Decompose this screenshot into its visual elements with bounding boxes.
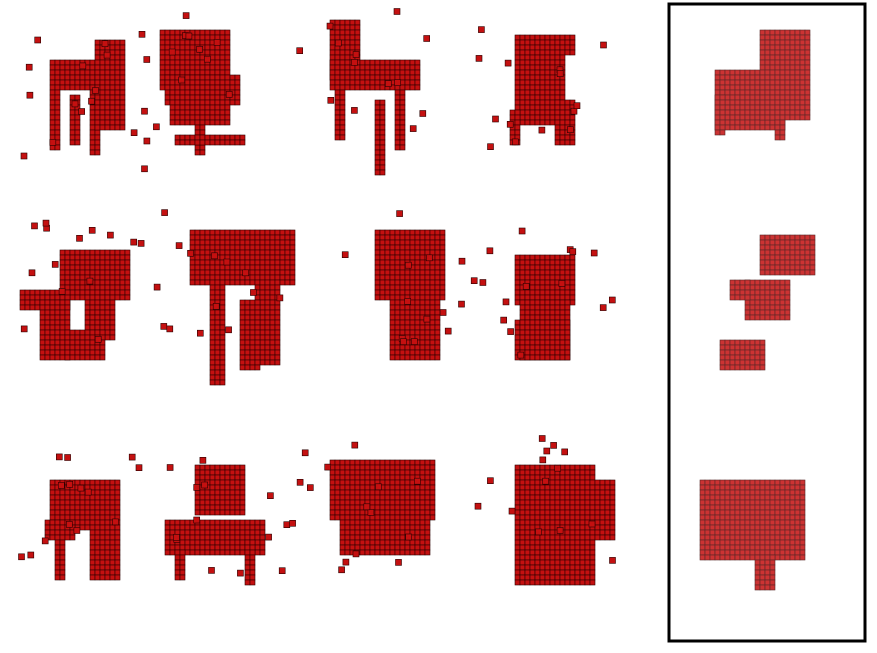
voxel-shape-r3c1 (18, 453, 143, 581)
voxel-shape-r2c2 (153, 209, 296, 386)
voxel-shape-r2c4 (479, 227, 616, 361)
voxel-chair-grid (18, 8, 616, 586)
voxel-shape-r1c4 (475, 26, 607, 150)
side-shape-p3 (699, 479, 806, 591)
side-panel-frame (667, 2, 867, 643)
voxel-shape-r1c3 (296, 8, 431, 176)
voxel-shape-r2c1 (19, 219, 145, 361)
voxel-shape-r2c3 (341, 210, 478, 361)
voxel-shape-r1c2 (130, 12, 246, 156)
side-shape-p1 (714, 29, 811, 141)
voxel-shape-r1c1 (20, 36, 151, 173)
voxel-shape-r3c3 (296, 441, 436, 574)
voxel-shape-r3c4 (474, 435, 616, 586)
side-shape-p2 (719, 234, 816, 371)
voxel-shape-r3c2 (164, 456, 296, 586)
side-panel-shapes (699, 29, 816, 591)
